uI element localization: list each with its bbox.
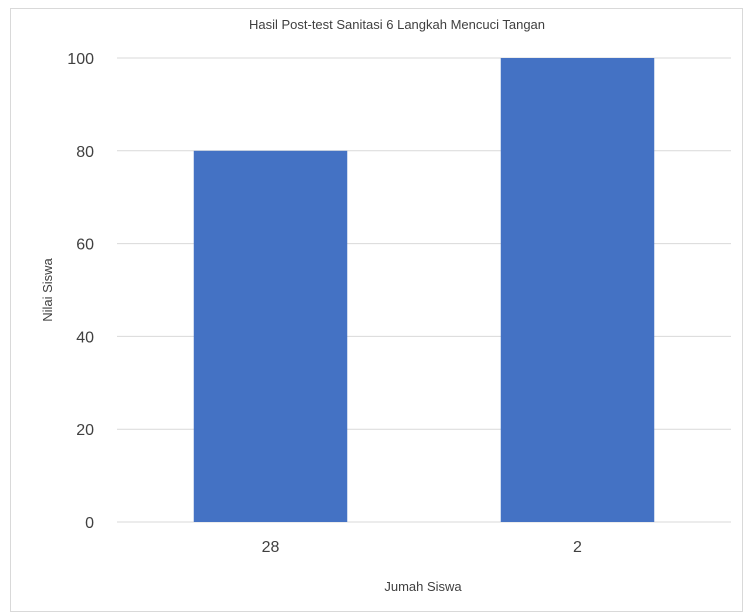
bar-28: [193, 150, 348, 523]
y-tick-labels: 0 20 40 60 80 100: [67, 51, 94, 532]
y-tick-label: 0: [85, 515, 94, 532]
x-tick-label: 2: [573, 539, 582, 556]
chart-title: Hasil Post-test Sanitasi 6 Langkah Mencu…: [249, 17, 545, 32]
bars: [193, 58, 655, 523]
x-axis-label: Jumah Siswa: [384, 579, 462, 594]
x-tick-label: 28: [262, 539, 280, 556]
y-tick-label: 100: [67, 51, 94, 68]
y-tick-label: 80: [76, 144, 94, 161]
y-tick-label: 60: [76, 237, 94, 254]
bar-2: [500, 58, 655, 522]
y-tick-label: 40: [76, 329, 94, 346]
y-axis-label: Nilai Siswa: [40, 257, 55, 321]
y-tick-label: 20: [76, 422, 94, 439]
x-tick-labels: 28 2: [262, 539, 582, 556]
